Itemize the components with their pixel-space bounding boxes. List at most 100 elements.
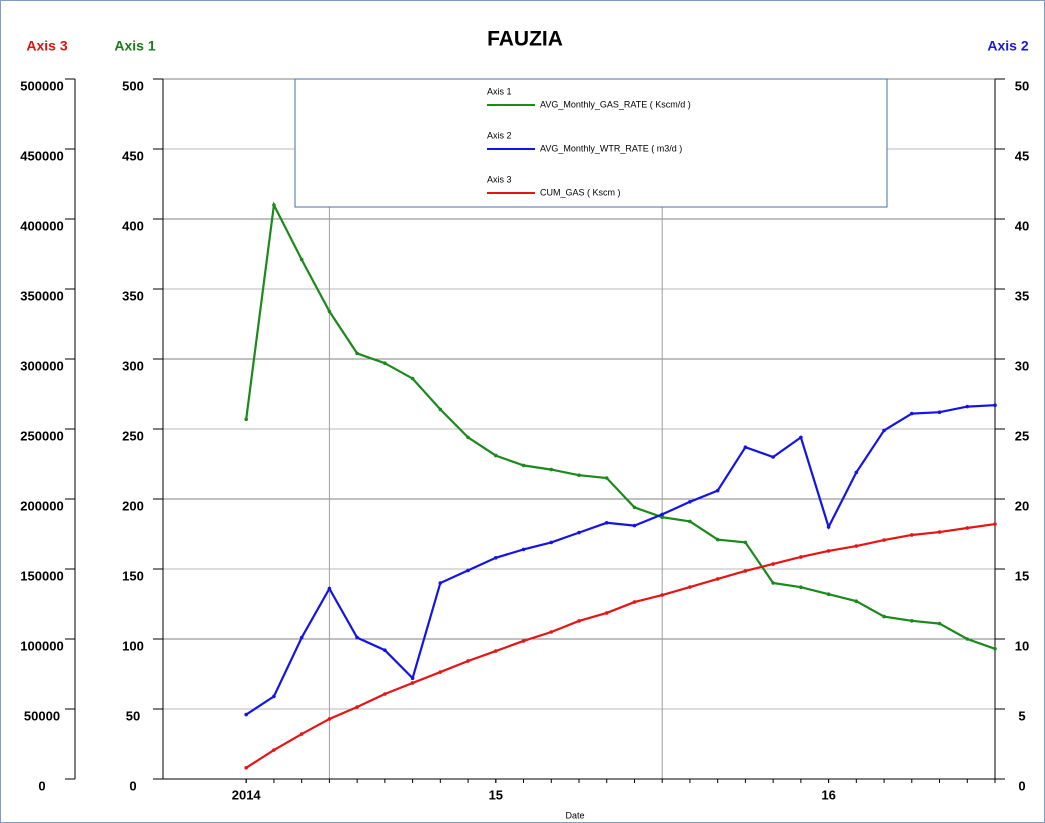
point (660, 515, 664, 519)
point (937, 530, 942, 534)
point (771, 581, 775, 585)
legend-label: AVG_Monthly_GAS_RATE ( Kscm/d ) (540, 99, 691, 109)
point (299, 635, 304, 640)
point (272, 694, 276, 699)
y2-axis-title: Axis 2 (987, 38, 1028, 54)
point (577, 530, 581, 535)
y-tick-label: 50 (126, 708, 140, 723)
y2-tick-label: 20 (1015, 498, 1029, 513)
x-axis-label: Date (565, 810, 584, 820)
y-tick-label: 200 (122, 498, 144, 513)
point (494, 649, 498, 653)
point (466, 568, 470, 573)
point (854, 599, 859, 603)
point (937, 621, 942, 626)
y3-tick-label: 450000 (20, 148, 63, 163)
point (882, 538, 886, 542)
point (466, 435, 470, 440)
y3-tick-label: 50000 (24, 708, 60, 723)
y2-tick-label: 30 (1015, 358, 1029, 373)
point (577, 619, 581, 623)
point (799, 435, 803, 440)
point (383, 648, 387, 652)
legend-axis-label: Axis 1 (487, 86, 512, 96)
point (272, 203, 276, 207)
point (521, 463, 526, 468)
point (438, 407, 443, 412)
y2-tick-label: 50 (1015, 78, 1029, 93)
y-tick-label: 150 (122, 568, 144, 583)
point (771, 562, 775, 566)
legend-label: AVG_Monthly_WTR_RATE ( m3/d ) (540, 143, 682, 153)
point (355, 635, 359, 640)
point (549, 540, 554, 545)
point (632, 505, 637, 510)
point (549, 630, 554, 634)
y2-tick-label: 5 (1018, 708, 1025, 723)
point (882, 614, 886, 619)
point (882, 428, 886, 433)
y2-tick-label: 45 (1015, 148, 1029, 163)
y-tick-label: 500 (122, 78, 144, 93)
point (466, 659, 470, 663)
point (244, 766, 248, 770)
point (604, 611, 609, 615)
point (410, 376, 415, 381)
point (743, 569, 748, 573)
x-tick-label: 15 (489, 787, 503, 802)
point (494, 556, 498, 560)
point (604, 476, 609, 480)
y-tick-label: 400 (122, 218, 144, 233)
y2-tick-label: 35 (1015, 288, 1029, 303)
point (410, 676, 415, 680)
point (521, 639, 526, 643)
point (327, 309, 332, 314)
point (383, 692, 387, 696)
y-tick-label: 0 (129, 778, 136, 793)
point (993, 522, 997, 526)
point (799, 555, 803, 559)
point (799, 585, 803, 589)
point (299, 732, 304, 736)
point (715, 537, 720, 542)
point (244, 712, 248, 717)
point (965, 637, 970, 641)
x-tick-label: 16 (821, 787, 835, 802)
point (715, 488, 720, 493)
y3-tick-label: 250000 (20, 428, 63, 443)
point (272, 748, 276, 752)
chart-title: FAUZIA (487, 28, 563, 51)
point (383, 361, 387, 366)
series-line (245, 404, 996, 716)
y3-tick-label: 300000 (20, 358, 63, 373)
y2-tick-label: 0 (1018, 778, 1025, 793)
y3-tick-label: 350000 (20, 288, 63, 303)
point (355, 351, 359, 356)
point (993, 403, 997, 408)
point (826, 525, 831, 529)
point (910, 619, 914, 623)
point (604, 521, 609, 525)
y-axis-title: Axis 1 (114, 38, 155, 54)
point (577, 473, 581, 478)
y3-tick-label: 500000 (20, 78, 63, 93)
point (299, 257, 304, 262)
point (771, 455, 775, 459)
point (438, 670, 443, 674)
point (910, 533, 914, 537)
point (688, 585, 692, 589)
point (715, 577, 720, 581)
point (521, 547, 526, 552)
legend-axis-label: Axis 2 (487, 130, 512, 140)
series-line (245, 201, 996, 650)
point (549, 467, 554, 472)
y-tick-label: 450 (122, 148, 144, 163)
legend-axis-label: Axis 3 (487, 174, 512, 184)
point (937, 410, 942, 415)
point (910, 411, 914, 416)
y2-tick-label: 15 (1015, 568, 1029, 583)
point (965, 404, 970, 409)
point (688, 519, 692, 524)
point (826, 549, 831, 553)
